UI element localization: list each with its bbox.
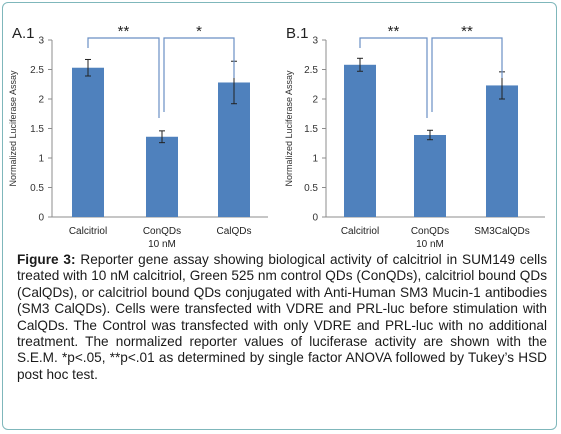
x-tick-label: Calcitriol xyxy=(69,226,107,237)
y-tick-label: 1.5 xyxy=(30,124,44,135)
y-axis-label: Normalized Luciferase Assay xyxy=(284,70,294,187)
bar xyxy=(486,85,518,218)
x-tick-label: CalQDs xyxy=(216,226,251,237)
significance-label: ** xyxy=(461,23,473,40)
panel-label: A.1 xyxy=(12,25,35,42)
y-tick-label: 1.5 xyxy=(304,124,318,135)
y-tick-label: 3 xyxy=(38,36,44,47)
charts-area: A.1 0 0.5 1 1.5 2 2.5 3 Normalized Luciferase As… xyxy=(8,23,545,250)
significance-label: ** xyxy=(388,23,400,40)
bar xyxy=(146,136,178,217)
y-tick-label: 0.5 xyxy=(304,183,318,194)
bar xyxy=(344,64,376,217)
y-tick-label: 2 xyxy=(38,95,44,106)
x-sublabel: 10 nM xyxy=(416,239,444,250)
y-tick-label: 1 xyxy=(38,154,44,165)
y-tick-label: 1 xyxy=(312,154,318,165)
y-tick-label: 2.5 xyxy=(30,65,44,76)
bar xyxy=(218,82,250,217)
y-axis-label: Normalized Luciferase Assay xyxy=(8,70,18,187)
x-sublabel: 10 nM xyxy=(148,239,176,250)
x-tick-label: Calcitriol xyxy=(341,226,379,237)
y-tick-label: 2 xyxy=(312,95,318,106)
y-tick-label: 2.5 xyxy=(304,65,318,76)
bar xyxy=(72,67,104,217)
significance-label: * xyxy=(196,23,202,40)
x-tick-label: ConQDs xyxy=(411,226,449,237)
caption-text: Reporter gene assay showing biological a… xyxy=(17,252,547,382)
significance-bracket xyxy=(431,37,503,112)
y-tick-label: 3 xyxy=(312,36,318,47)
chart-panel-b: B.1 0 0.5 1 1.5 2 2.5 3 Normalized Luciferase As… xyxy=(284,23,545,250)
y-tick-label: 0.5 xyxy=(30,183,44,194)
caption-lead: Figure 3: xyxy=(17,252,76,267)
chart-panel-a: A.1 0 0.5 1 1.5 2 2.5 3 Normalized Luciferase As… xyxy=(8,23,268,250)
bar xyxy=(414,134,446,217)
significance-label: ** xyxy=(118,23,130,40)
y-tick-label: 0 xyxy=(38,213,44,224)
significance-bracket xyxy=(163,37,235,112)
figure-caption: Figure 3: Reporter gene assay showing bi… xyxy=(17,252,547,383)
x-tick-label: SM3CalQDs xyxy=(474,226,530,237)
significance-bracket xyxy=(87,37,160,118)
x-tick-label: ConQDs xyxy=(143,226,181,237)
y-tick-label: 0 xyxy=(312,213,318,224)
significance-bracket xyxy=(359,37,428,118)
panel-label: B.1 xyxy=(286,25,309,42)
